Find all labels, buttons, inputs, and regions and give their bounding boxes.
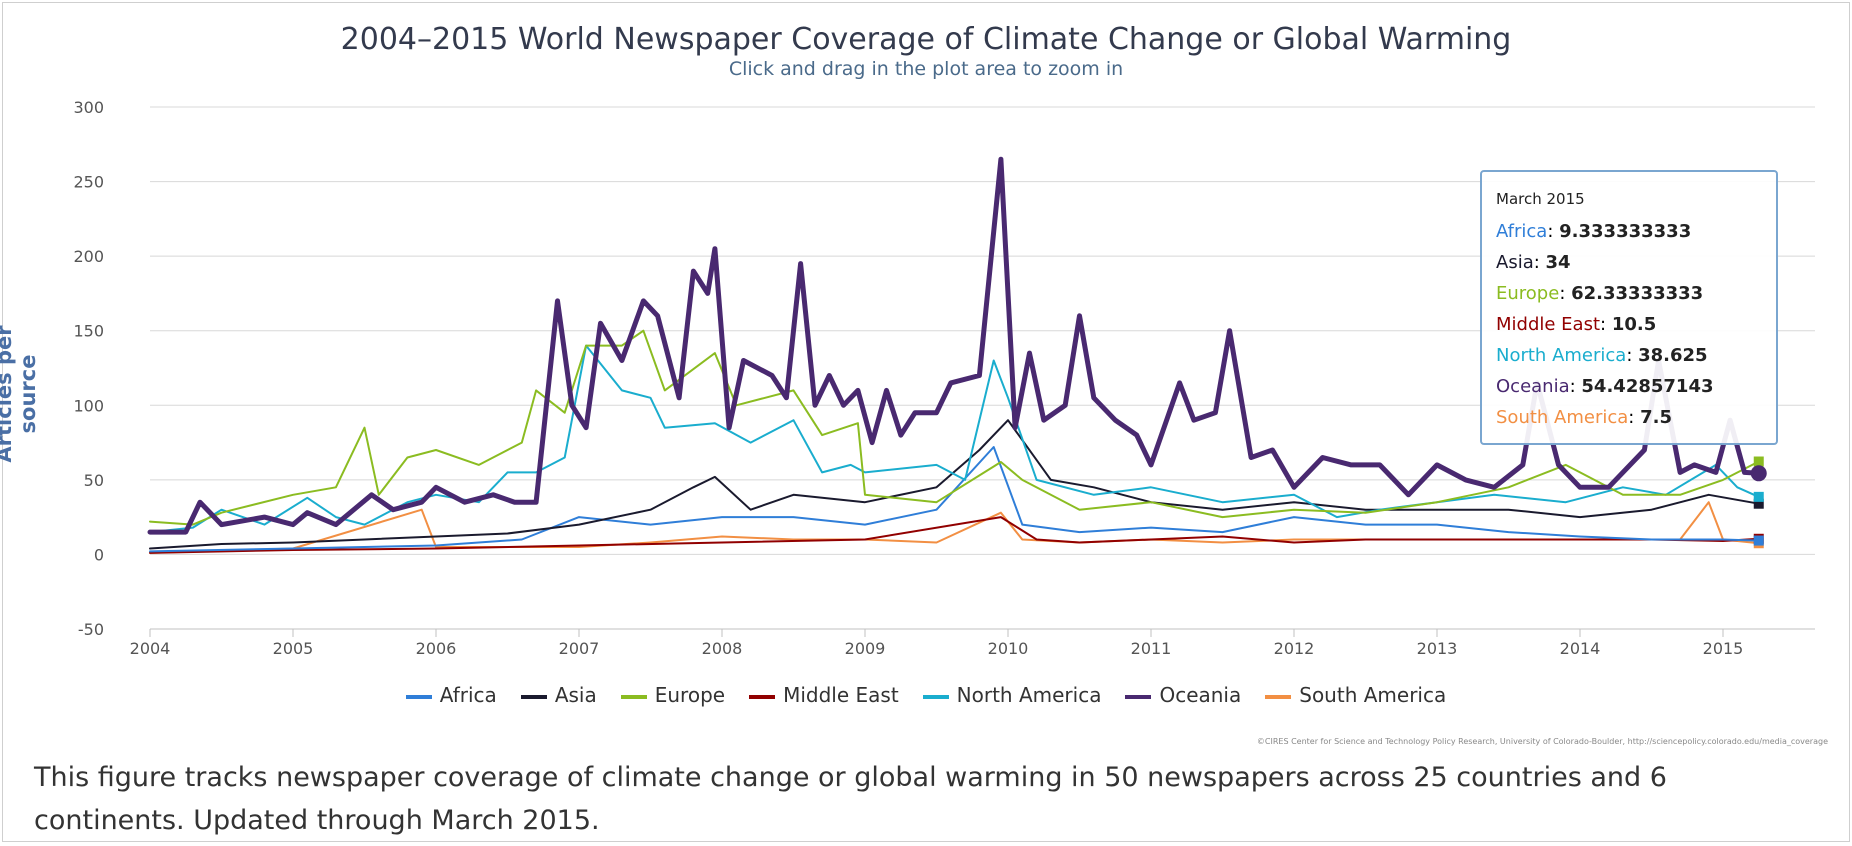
- legend-label: Africa: [439, 683, 497, 707]
- x-tick-label: 2004: [130, 639, 171, 658]
- legend-item-europe[interactable]: Europe: [620, 683, 726, 707]
- tooltip-separator: :: [1628, 407, 1641, 428]
- x-tick-label: 2007: [559, 639, 600, 658]
- legend-label: Asia: [554, 683, 597, 707]
- legend-item-africa[interactable]: Africa: [405, 683, 497, 707]
- legend-label: Europe: [654, 683, 726, 707]
- legend-item-asia[interactable]: Asia: [520, 683, 597, 707]
- tooltip-row-label: Asia: [1496, 252, 1534, 273]
- legend-item-oceania[interactable]: Oceania: [1125, 683, 1241, 707]
- legend-item-middle-east[interactable]: Middle East: [749, 683, 899, 707]
- tooltip-date: March 2015: [1496, 190, 1585, 208]
- tooltip-separator: :: [1569, 376, 1582, 397]
- legend-swatch: [749, 694, 776, 699]
- tooltip-row-label: Africa: [1496, 221, 1548, 242]
- legend-swatch: [1265, 694, 1292, 699]
- tooltip-row-value: 7.5: [1640, 407, 1672, 428]
- chart-title: 2004–2015 World Newspaper Coverage of Cl…: [340, 22, 1512, 57]
- legend-label: Middle East: [783, 683, 899, 707]
- legend-swatch: [922, 694, 949, 699]
- series-layer[interactable]: [147, 156, 1767, 554]
- x-tick-label: 2013: [1417, 639, 1458, 658]
- credits[interactable]: ©CIRES Center for Science and Technology…: [1256, 737, 1828, 746]
- hover-marker-africa: [1753, 535, 1764, 546]
- tooltip-row-value: 62.33333333: [1571, 283, 1704, 304]
- legend-swatch: [520, 694, 547, 699]
- y-tick-label: 250: [73, 173, 104, 192]
- x-tick-label: 2012: [1274, 639, 1315, 658]
- y-tick-label: 200: [73, 247, 104, 266]
- series-line-middle-east[interactable]: [149, 516, 1760, 554]
- tooltip-row-value: 38.625: [1638, 345, 1708, 366]
- legend-label: South America: [1299, 683, 1447, 707]
- legend-swatch: [405, 694, 432, 699]
- x-tick-label: 2014: [1560, 639, 1601, 658]
- x-tick-label: 2005: [273, 639, 314, 658]
- series-line-asia[interactable]: [149, 419, 1760, 550]
- series-line-africa[interactable]: [149, 446, 1760, 553]
- legend-swatch: [620, 694, 647, 699]
- legend-item-north-america[interactable]: North America: [922, 683, 1102, 707]
- series-line-oceania[interactable]: [147, 156, 1762, 535]
- x-tick-label: 2008: [702, 639, 743, 658]
- tooltip-row: South America: 7.5: [1496, 402, 1762, 433]
- x-tick-label: 2009: [845, 639, 886, 658]
- legend-swatch: [1125, 694, 1152, 699]
- tooltip-row: Africa: 9.333333333: [1496, 216, 1762, 247]
- tooltip-row-label: South America: [1496, 407, 1629, 428]
- legend-label: Oceania: [1159, 683, 1242, 707]
- hover-marker-europe: [1753, 456, 1764, 467]
- hover-marker-oceania: [1750, 465, 1767, 482]
- tooltip-row: Asia: 34: [1496, 247, 1762, 278]
- y-tick-label: 50: [84, 471, 104, 490]
- caption: This figure tracks newspaper coverage of…: [34, 762, 1667, 836]
- tooltip-row-label: Oceania: [1496, 376, 1570, 397]
- tooltip-rows: Africa: 9.333333333 Asia: 34 Europe: 62.33…: [1496, 216, 1762, 433]
- tooltip-separator: :: [1600, 314, 1612, 335]
- tooltip-row: North America: 38.625: [1496, 340, 1762, 371]
- chart-subtitle: Click and drag in the plot area to zoom …: [728, 58, 1124, 80]
- x-tick-label: 2010: [988, 639, 1029, 658]
- x-tick-label: 2011: [1131, 639, 1172, 658]
- tooltip-row-value: 10.5: [1611, 314, 1657, 335]
- legend: Africa Asia Europe Middle East North America…: [0, 683, 1852, 707]
- tooltip-row-value: 54.42857143: [1581, 376, 1714, 397]
- tooltip-separator: :: [1626, 345, 1639, 366]
- y-tick-label: 100: [73, 396, 104, 415]
- y-tick-label: 150: [73, 322, 104, 341]
- hover-marker-asia: [1753, 498, 1764, 509]
- tooltip-row-value: 9.333333333: [1559, 221, 1692, 242]
- hover-tooltip: March 2015 Africa: 9.333333333 Asia: 34 Eu…: [1480, 170, 1778, 445]
- tooltip-row: Middle East: 10.5: [1496, 309, 1762, 340]
- legend-item-south-america[interactable]: South America: [1265, 683, 1446, 707]
- tooltip-row: Oceania: 54.42857143: [1496, 371, 1762, 402]
- y-tick-label: -50: [78, 620, 104, 639]
- tooltip-separator: :: [1547, 221, 1560, 242]
- tooltip-row-value: 34: [1545, 252, 1571, 273]
- hover-marker-north-america: [1753, 491, 1764, 502]
- tooltip-row-label: Europe: [1496, 283, 1560, 304]
- x-axis: 2004 2005 2006 2007 2008 2009 2010 2011 2012 2013…: [130, 628, 1815, 658]
- tooltip-separator: :: [1533, 252, 1546, 273]
- legend-label: North America: [956, 683, 1102, 707]
- y-tick-label: 0: [94, 545, 104, 564]
- x-tick-label: 2015: [1703, 639, 1744, 658]
- series-line-europe[interactable]: [149, 329, 1760, 526]
- x-tick-label: 2006: [416, 639, 457, 658]
- tooltip-separator: :: [1559, 283, 1572, 304]
- tooltip-row-label: Middle East: [1496, 314, 1601, 335]
- y-tick-label: 300: [73, 98, 104, 117]
- tooltip-row: Europe: 62.33333333: [1496, 278, 1762, 309]
- tooltip-row-label: North America: [1496, 345, 1627, 366]
